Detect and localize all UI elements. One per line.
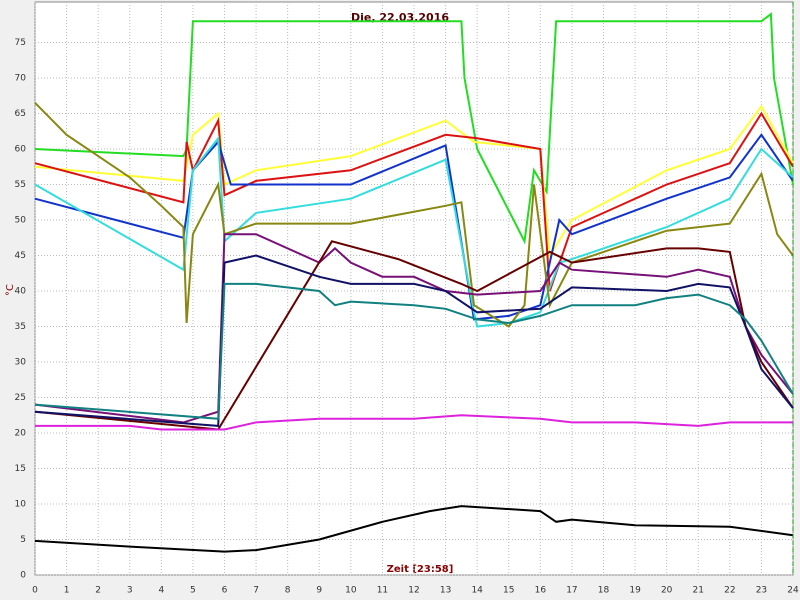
series-line xyxy=(34,505,794,553)
y-tick-label: 10 xyxy=(15,500,27,510)
series-line xyxy=(34,254,794,427)
x-tick-label: 18 xyxy=(598,586,610,596)
x-tick-label: 23 xyxy=(756,586,767,596)
y-tick-label: 70 xyxy=(15,74,27,84)
x-tick-label: 6 xyxy=(222,586,228,596)
y-axis-label: °C xyxy=(5,284,16,296)
x-tick-label: 2 xyxy=(95,586,101,596)
series-line xyxy=(34,240,794,431)
series-line xyxy=(35,414,793,431)
x-tick-label: 21 xyxy=(693,586,704,596)
x-axis-label: Zeit [23:58] xyxy=(387,564,454,575)
x-tick-label: 17 xyxy=(566,586,577,596)
x-tick-label: 16 xyxy=(535,586,547,596)
series-line xyxy=(34,102,794,328)
x-tick-label: 0 xyxy=(32,586,38,596)
x-tick-label: 22 xyxy=(724,586,735,596)
series-line xyxy=(34,104,794,259)
y-tick-label: 45 xyxy=(15,251,26,261)
y-tick-label: 5 xyxy=(20,535,26,545)
y-tick-label: 60 xyxy=(15,145,27,155)
x-tick-label: 8 xyxy=(285,586,291,596)
x-tick-label: 1 xyxy=(64,586,70,596)
x-tick-label: 14 xyxy=(471,586,483,596)
y-tick-label: 0 xyxy=(20,571,26,581)
y-tick-label: 25 xyxy=(15,393,26,403)
x-tick-label: 7 xyxy=(253,586,259,596)
series-line xyxy=(34,111,794,292)
x-tick-label: 5 xyxy=(190,586,196,596)
x-tick-label: 9 xyxy=(316,586,322,596)
y-tick-label: 30 xyxy=(15,358,27,368)
series-line xyxy=(34,12,794,245)
y-tick-label: 35 xyxy=(15,322,26,332)
y-tick-label: 20 xyxy=(15,429,27,439)
x-tick-label: 3 xyxy=(127,586,133,596)
x-tick-label: 15 xyxy=(503,586,514,596)
x-tick-label: 20 xyxy=(661,586,673,596)
y-tick-label: 15 xyxy=(15,464,26,474)
y-tick-label: 65 xyxy=(15,109,26,119)
x-tick-label: 10 xyxy=(345,586,357,596)
x-tick-label: 11 xyxy=(377,586,388,596)
series-line xyxy=(34,282,794,420)
y-tick-label: 50 xyxy=(15,216,27,226)
x-tick-label: 19 xyxy=(629,586,641,596)
x-tick-label: 12 xyxy=(408,586,419,596)
x-tick-label: 4 xyxy=(158,586,164,596)
y-tick-label: 75 xyxy=(15,38,26,48)
x-tick-label: 13 xyxy=(440,586,451,596)
x-tick-label: 24 xyxy=(787,586,799,596)
y-tick-label: 55 xyxy=(15,180,26,190)
y-tick-label: 40 xyxy=(15,287,27,297)
series-line xyxy=(34,133,794,321)
